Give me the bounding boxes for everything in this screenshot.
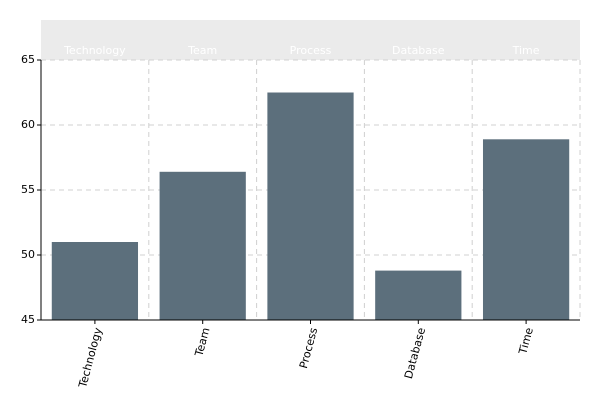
x-tick-label: Time [516, 326, 536, 357]
y-tick-label: 65 [21, 53, 35, 66]
y-tick-label: 45 [21, 313, 35, 326]
strip-label: Technology [63, 44, 126, 57]
bar [159, 171, 246, 320]
bar [51, 242, 139, 320]
x-tick-label: Database [402, 326, 428, 380]
strip [41, 20, 580, 60]
x-tick-label: Technology [76, 326, 105, 390]
y-tick-label: 60 [21, 118, 35, 131]
strip-label: Time [512, 44, 540, 57]
y-tick-label: 55 [21, 183, 35, 196]
x-tick-label: Process [297, 326, 320, 370]
strip-label: Team [187, 44, 217, 57]
bar [482, 139, 570, 320]
bar [375, 270, 462, 320]
strip-label: Database [392, 44, 445, 57]
bar [267, 92, 354, 320]
strip-label: Process [290, 44, 332, 57]
y-tick-label: 50 [21, 248, 35, 261]
x-tick-label: Team [192, 326, 212, 358]
